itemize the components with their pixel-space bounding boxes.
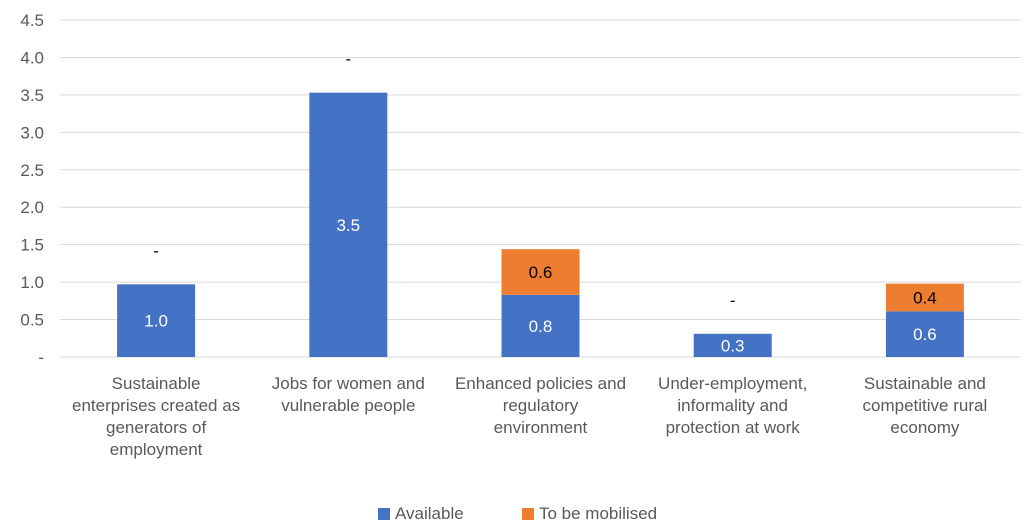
y-tick-label: 1.0 xyxy=(20,273,44,292)
category-label: Sustainable enterprises created as generat… xyxy=(72,374,240,459)
y-tick-label: 1.5 xyxy=(20,236,44,255)
category-labels: Sustainable enterprises created as generat… xyxy=(72,374,987,459)
y-axis-tick-labels: - 0.5 1.0 1.5 2.0 2.5 3.0 3.5 4.0 4.5 xyxy=(20,11,44,367)
data-label: - xyxy=(345,50,351,69)
bar-to-be-mobilised xyxy=(885,283,964,312)
y-tick-label: 2.0 xyxy=(20,198,44,217)
data-label: 1.0 xyxy=(144,312,168,331)
data-label: - xyxy=(730,291,736,310)
category-label: Jobs for women and vulnerable people xyxy=(272,374,425,415)
bar-to-be-mobilised xyxy=(501,249,580,295)
category-label: Sustainable and competitive rural economy xyxy=(863,374,988,437)
bar-available xyxy=(309,92,388,358)
y-tick-label: 4.0 xyxy=(20,48,44,67)
data-label: - xyxy=(153,241,159,260)
legend-label: To be mobilised xyxy=(539,504,657,522)
y-tick-label: 0.5 xyxy=(20,311,44,330)
data-label: 3.5 xyxy=(336,216,360,235)
data-label: 0.6 xyxy=(529,263,553,282)
legend-label: Available xyxy=(395,504,464,522)
category-label: Under-employment, informality and protecti… xyxy=(658,374,807,437)
data-label: 0.6 xyxy=(913,325,937,344)
bar-available xyxy=(885,311,964,357)
data-labels: 1.0 - 3.5 - 0.8 0.6 0.3 - 0.6 0.4 xyxy=(144,50,936,356)
bar-available xyxy=(693,333,772,357)
y-tick-label: 4.5 xyxy=(20,11,44,30)
y-tick-label: 3.0 xyxy=(20,123,44,142)
bar-available xyxy=(501,294,580,357)
bars xyxy=(117,92,964,358)
y-tick-label: 2.5 xyxy=(20,161,44,180)
legend: Available To be mobilised xyxy=(378,504,657,522)
legend-swatch xyxy=(378,508,390,520)
gridlines xyxy=(60,19,1021,358)
bar-available xyxy=(117,284,196,357)
legend-swatch xyxy=(522,508,534,520)
data-label: 0.8 xyxy=(529,317,553,336)
data-label: 0.3 xyxy=(721,336,745,355)
data-label: 0.4 xyxy=(913,288,937,307)
category-label: Enhanced policies and regulatory environme… xyxy=(455,374,626,437)
y-tick-label: - xyxy=(38,348,44,367)
y-tick-label: 3.5 xyxy=(20,86,44,105)
